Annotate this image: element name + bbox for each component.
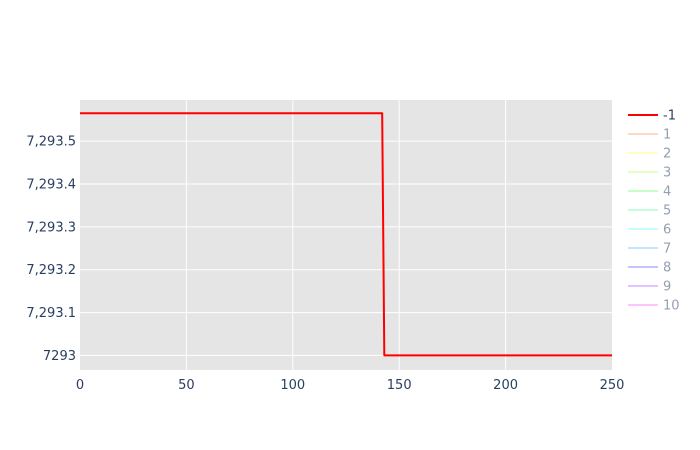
legend-item[interactable]: 2 (628, 147, 671, 162)
y-axis-ticks: 7293 7,293.1 7,293.2 7,293.3 7,293.4 7,293.5 (26, 135, 76, 364)
legend-item[interactable]: 6 (628, 223, 671, 238)
legend[interactable]: -1 1 2 3 4 5 6 7 8 9 10 (628, 109, 680, 314)
legend-label: 4 (663, 185, 671, 200)
y-tick-label: 7,293.1 (26, 306, 76, 321)
legend-label: 3 (663, 166, 671, 181)
y-tick-label: 7293 (43, 349, 76, 364)
legend-item[interactable]: 7 (628, 242, 671, 257)
legend-label: -1 (663, 109, 676, 124)
legend-item[interactable]: -1 (628, 109, 676, 124)
legend-label: 8 (663, 261, 671, 276)
legend-label: 2 (663, 147, 671, 162)
x-axis-ticks: 0 50 100 150 200 250 (76, 378, 625, 393)
x-tick-label: 250 (600, 378, 625, 393)
legend-label: 5 (663, 204, 671, 219)
x-tick-label: 50 (178, 378, 195, 393)
y-tick-label: 7,293.3 (26, 220, 76, 235)
legend-item[interactable]: 3 (628, 166, 671, 181)
legend-label: 1 (663, 128, 671, 143)
legend-item[interactable]: 9 (628, 280, 671, 295)
x-tick-label: 150 (387, 378, 412, 393)
plot-background (80, 100, 612, 370)
legend-label: 6 (663, 223, 671, 238)
x-tick-label: 100 (280, 378, 305, 393)
legend-label: 7 (663, 242, 671, 257)
legend-item[interactable]: 8 (628, 261, 671, 276)
x-tick-label: 0 (76, 378, 84, 393)
series-line--1[interactable] (80, 112, 612, 357)
legend-item[interactable]: 4 (628, 185, 671, 200)
grid-lines (80, 100, 612, 370)
legend-item[interactable]: 5 (628, 204, 671, 219)
legend-label: 9 (663, 280, 671, 295)
legend-label: 10 (663, 299, 680, 314)
x-tick-label: 200 (493, 378, 518, 393)
y-tick-label: 7,293.5 (26, 135, 76, 150)
series-lines (80, 112, 612, 357)
y-tick-label: 7,293.4 (26, 178, 76, 193)
legend-item[interactable]: 1 (628, 128, 671, 143)
legend-item[interactable]: 10 (628, 299, 680, 314)
y-tick-label: 7,293.2 (26, 263, 76, 278)
